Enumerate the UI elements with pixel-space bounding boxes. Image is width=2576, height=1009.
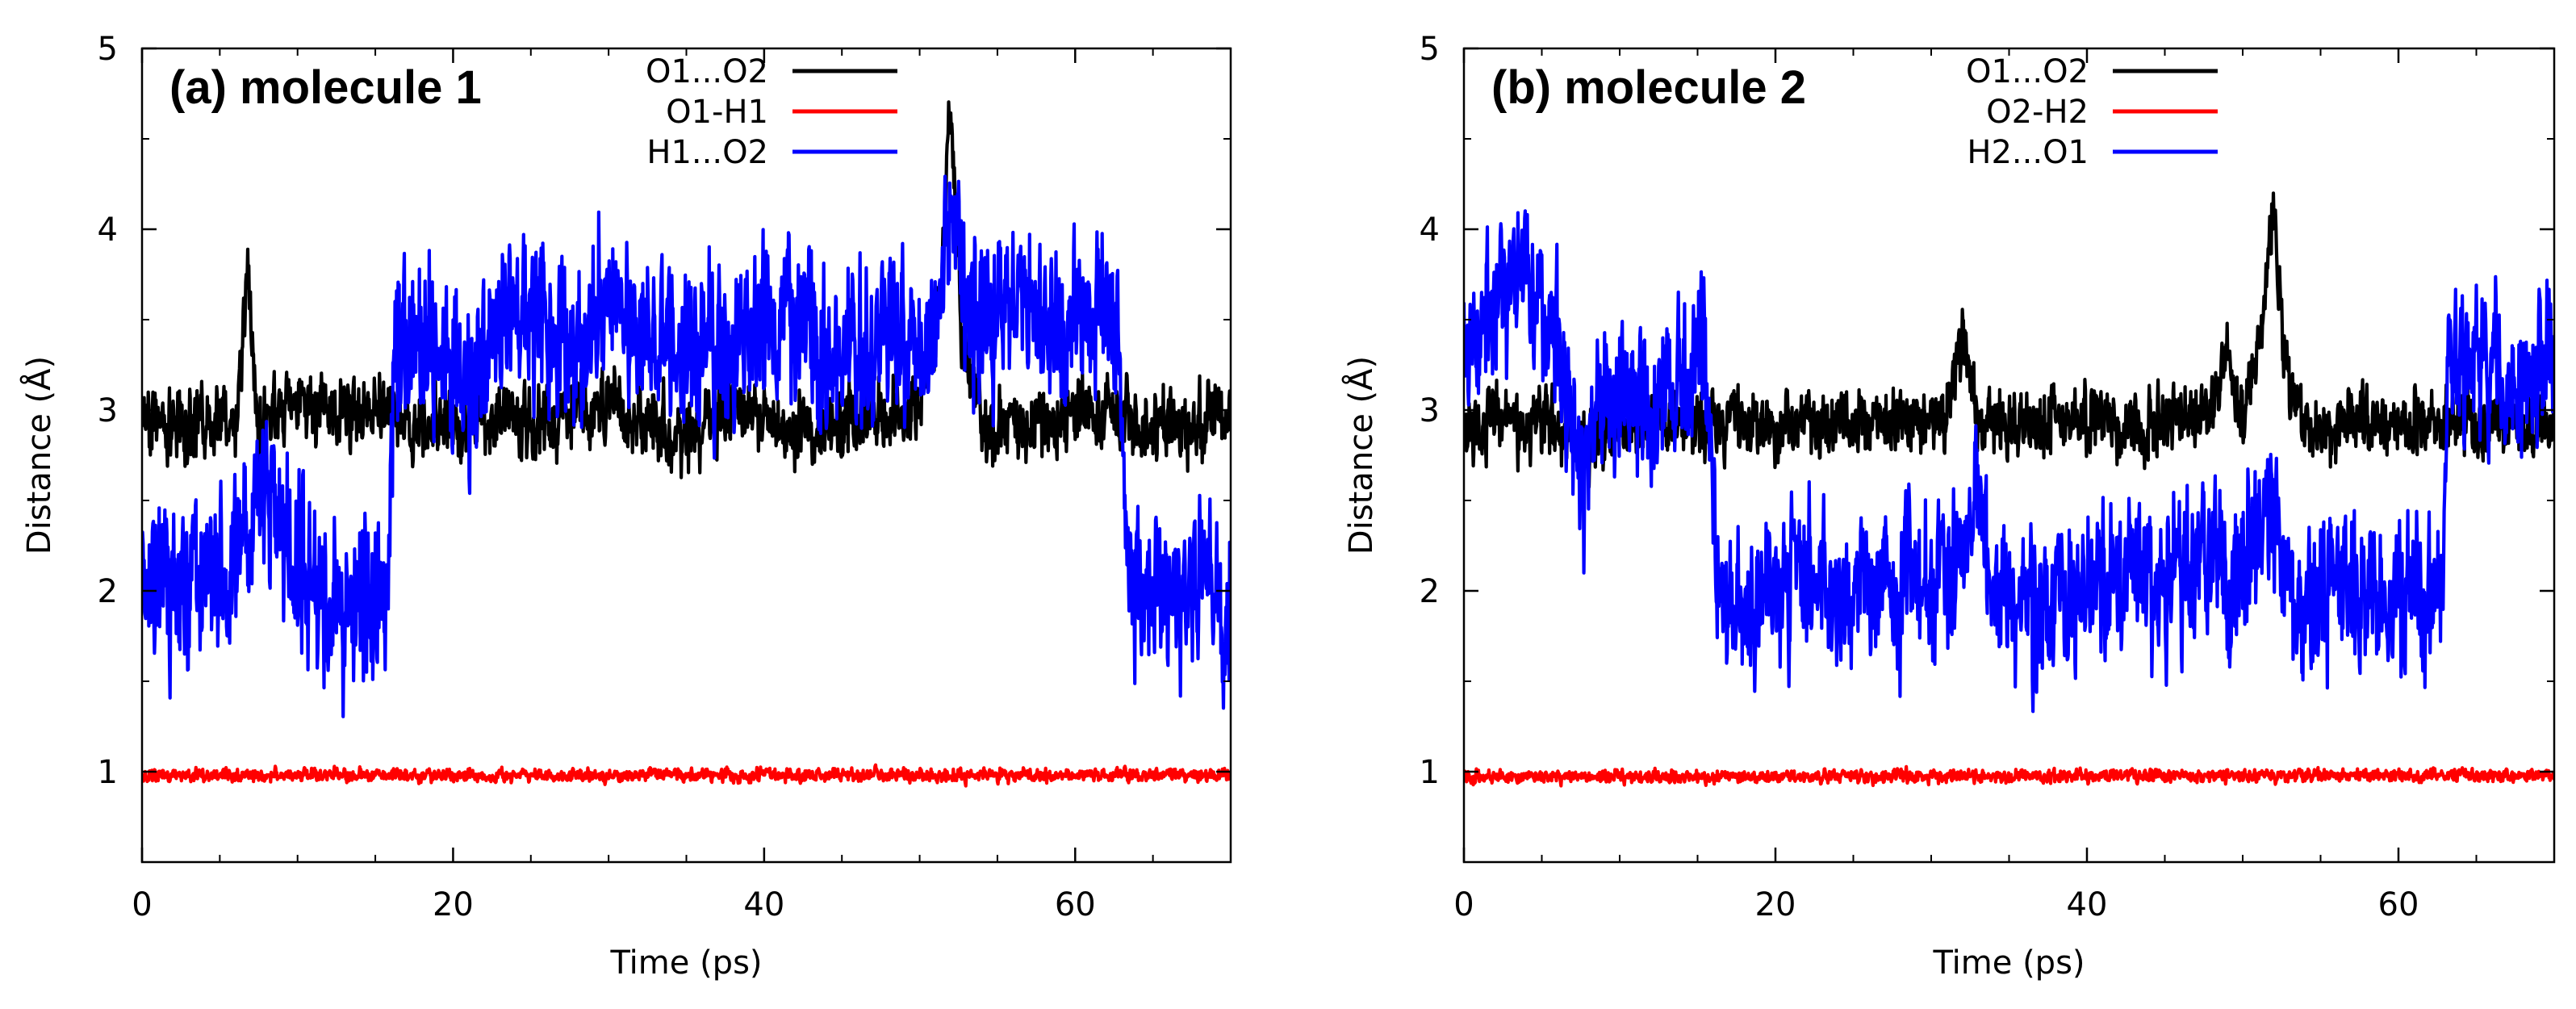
series-line-o1-o2 — [142, 100, 1231, 479]
series-group — [142, 100, 1231, 788]
y-tick-label: 4 — [1420, 211, 1440, 249]
y-tick-label: 3 — [1420, 392, 1440, 429]
y-tick-label: 4 — [98, 211, 118, 249]
series-line-h2-o1 — [1464, 209, 2554, 714]
y-tick-label: 3 — [98, 392, 118, 429]
y-tick-label: 5 — [98, 31, 118, 68]
x-tick-label: 60 — [2378, 886, 2419, 923]
x-tick-label: 40 — [2067, 886, 2108, 923]
series-line-o1-h1 — [142, 763, 1231, 788]
panel-molecule-2: 0 20 40 60 1 2 3 4 5 Time (ps) Distance (Å) (b) mol… — [1341, 31, 2556, 982]
series-group — [1464, 191, 2554, 788]
x-tick-label: 60 — [1055, 886, 1096, 923]
x-tick-label: 0 — [1453, 886, 1474, 923]
x-axis-title: Time (ps) — [609, 944, 762, 982]
panel-title: (a) molecule 1 — [169, 61, 482, 114]
x-axis-title: Time (ps) — [1932, 944, 2085, 982]
panel-title: (b) molecule 2 — [1491, 61, 1806, 114]
series-line-h1-o2 — [142, 174, 1231, 718]
y-tick-label: 2 — [1420, 573, 1440, 610]
y-tick-label: 2 — [98, 573, 118, 610]
y-axis-title: Distance (Å) — [19, 356, 58, 555]
y-tick-label: 5 — [1420, 31, 1440, 68]
y-tick-label: 1 — [98, 754, 118, 791]
legend-label: O2-H2 — [1986, 94, 2089, 131]
legend-label: H1...O2 — [646, 134, 768, 171]
legend-label: O1-H1 — [666, 94, 768, 131]
panel-molecule-1: 0 20 40 60 1 2 3 4 5 Time (ps) Distance (Å) (a) mol… — [19, 31, 1232, 982]
legend-label: H2...O1 — [1967, 134, 2089, 171]
x-tick-label: 0 — [132, 886, 152, 923]
legend-label: O1...O2 — [1966, 53, 2089, 90]
legend-label: O1...O2 — [646, 53, 768, 90]
y-axis-title: Distance (Å) — [1341, 356, 1380, 555]
series-line-o2-h2 — [1464, 764, 2554, 788]
x-tick-label: 20 — [1755, 886, 1796, 923]
y-tick-label: 1 — [1420, 754, 1440, 791]
x-tick-label: 20 — [433, 886, 474, 923]
x-tick-label: 40 — [743, 886, 784, 923]
